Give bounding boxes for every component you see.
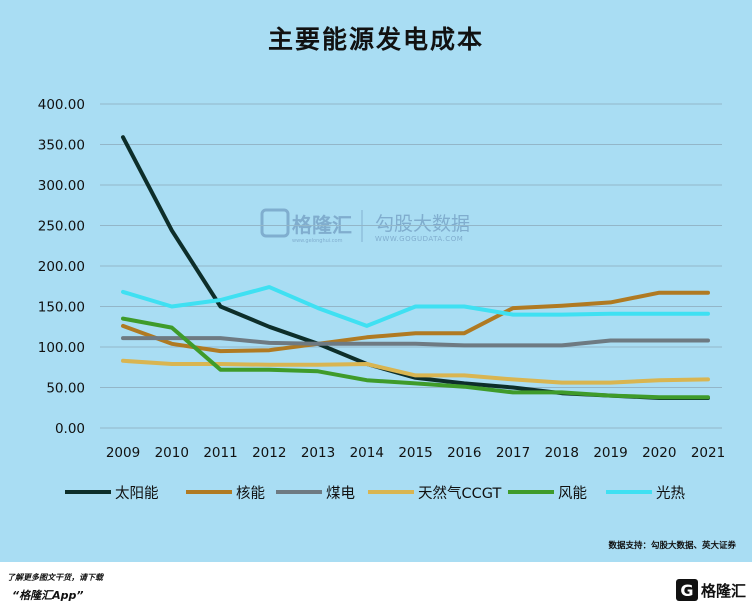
watermark: 格隆汇www.gelonghui.com勾股大数据WWW.GOGUDATA.CO… [260, 208, 470, 244]
watermark-brand-url: www.gelonghui.com [292, 238, 343, 244]
brand-logo-icon: G [675, 579, 698, 601]
x-tick-label: 2013 [301, 445, 335, 461]
legend-label: 天然气CCGT [418, 485, 501, 502]
x-tick-label: 2014 [350, 445, 384, 461]
legend: 太阳能 核能 煤电 天然气CCGT 风能 光热 [65, 485, 685, 502]
legend-label: 光热 [656, 485, 685, 502]
series-line [121, 336, 710, 348]
watermark-logo-icon [260, 208, 290, 238]
legend-label: 太阳能 [115, 485, 159, 502]
x-tick-label: 2020 [642, 445, 676, 461]
legend-label: 煤电 [326, 485, 355, 502]
series-line [121, 285, 710, 328]
x-tick-label: 2011 [203, 445, 237, 461]
x-tick-label: 2016 [447, 445, 481, 461]
series-line [121, 316, 710, 400]
y-tick-label: 300.00 [38, 178, 85, 194]
brand-logo: G 格隆汇 [675, 577, 746, 603]
y-tick-label: 100.00 [38, 340, 85, 356]
y-tick-label: 200.00 [38, 259, 85, 275]
x-tick-label: 2010 [155, 445, 189, 461]
gridlines [100, 103, 722, 429]
legend-label: 核能 [236, 485, 265, 502]
series-line [121, 358, 710, 385]
x-tick-label: 2015 [398, 445, 432, 461]
x-tick-label: 2012 [252, 445, 286, 461]
x-tick-label: 2019 [593, 445, 627, 461]
series-line [121, 290, 710, 354]
series-lines [121, 135, 710, 400]
chart-panel [0, 0, 752, 562]
source-note: 数据支持：勾股大数据、英大证券 [608, 541, 736, 551]
promo-text: 了解更多图文干货，请下载 [7, 573, 103, 582]
promo-app-name: “格隆汇App” [12, 589, 84, 602]
y-tick-label: 250.00 [38, 219, 85, 235]
y-tick-label: 0.00 [55, 421, 85, 437]
legend-label: 风能 [558, 485, 587, 502]
y-tick-label: 400.00 [38, 97, 85, 113]
watermark-partner-url: WWW.GOGUDATA.COM [375, 235, 463, 243]
chart-title: 主要能源发电成本 [267, 25, 484, 54]
x-tick-label: 2017 [496, 445, 530, 461]
line-chart: 格隆汇www.gelonghui.com勾股大数据WWW.GOGUDATA.CO… [38, 97, 725, 502]
y-tick-label: 150.00 [38, 300, 85, 316]
watermark-partner: 勾股大数据 [375, 213, 470, 235]
x-tick-label: 2009 [106, 445, 140, 461]
y-tick-label: 350.00 [38, 138, 85, 154]
y-axis-ticks: 0.00 50.00 100.00 150.00 200.00 250.00 300.00 3… [38, 97, 85, 437]
x-tick-label: 2021 [691, 445, 725, 461]
y-tick-label: 50.00 [46, 381, 85, 397]
x-tick-label: 2018 [545, 445, 579, 461]
x-axis-ticks: 2009 2010 2011 2012 2013 2014 2015 2016 2017 2018… [106, 445, 725, 461]
brand-logo-text: 格隆汇 [700, 581, 746, 600]
